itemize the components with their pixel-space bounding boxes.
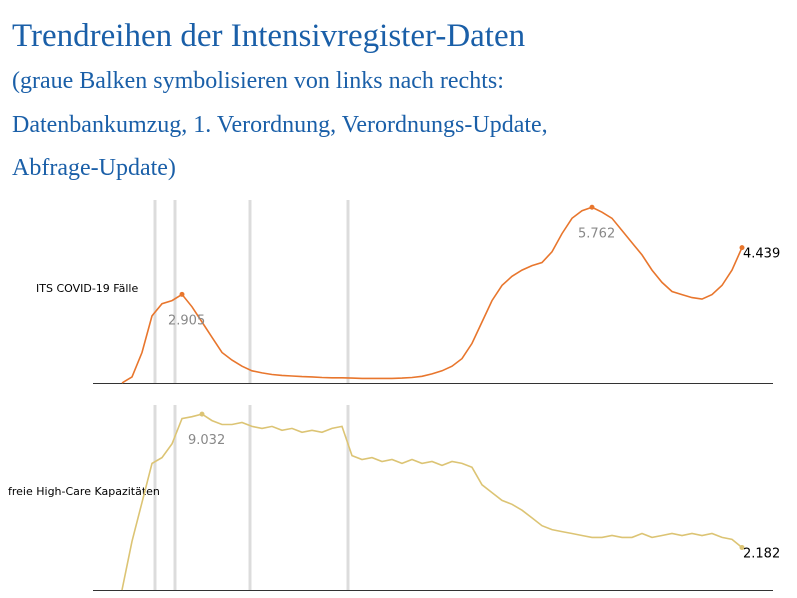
series-label: freie High-Care Kapazitäten	[8, 485, 160, 498]
title: Trendreihen der Intensivregister-Daten	[12, 18, 525, 54]
value-label: 2.905	[168, 313, 205, 328]
subtitle-line: (graue Balken symbolisieren von links na…	[12, 68, 504, 94]
value-label: 4.439	[743, 247, 780, 262]
subtitle-line: Abfrage-Update)	[12, 155, 176, 181]
event-bars	[153, 200, 350, 590]
subtitle-line: Datenbankumzug, 1. Verordnung, Verordnun…	[12, 112, 548, 138]
point-marker	[739, 245, 745, 251]
point-marker	[199, 411, 205, 417]
series-line	[121, 206, 743, 384]
series-line	[121, 413, 743, 591]
series-label: ITS COVID-19 Fälle	[36, 282, 138, 295]
value-label: 2.182	[743, 547, 780, 562]
point-marker	[589, 204, 595, 210]
point-marker	[179, 291, 185, 297]
value-label: 9.032	[188, 433, 225, 448]
point-marker	[739, 545, 745, 551]
value-label: 5.762	[578, 226, 615, 241]
